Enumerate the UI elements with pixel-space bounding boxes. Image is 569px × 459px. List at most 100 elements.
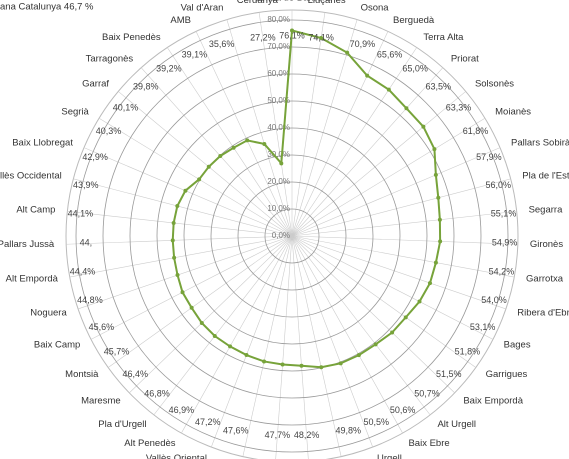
point: [199, 320, 204, 325]
category-label: Alt Empordà: [6, 274, 59, 285]
point: [427, 281, 432, 286]
category-label: Terra Alta: [423, 32, 464, 43]
value-label: 49,8%: [335, 426, 361, 436]
spoke: [258, 12, 293, 237]
point: [338, 361, 343, 366]
category-label: Moianès: [495, 107, 531, 118]
value-label: 45,7%: [104, 347, 130, 357]
value-label: 54,9%: [492, 238, 518, 248]
grid-ring: [129, 73, 455, 399]
spoke: [291, 178, 511, 237]
spoke: [291, 91, 466, 237]
value-label: 56,0%: [485, 180, 511, 190]
point: [170, 238, 175, 243]
category-label: Pallars Jussà: [0, 239, 55, 250]
point: [175, 273, 180, 278]
point: [244, 353, 249, 358]
category-label: Ribera d'Ebre: [517, 307, 569, 318]
spoke: [291, 235, 494, 340]
point: [403, 315, 408, 320]
spoke: [83, 147, 293, 237]
category-label: Baix Penedès: [102, 32, 161, 43]
spoke: [66, 235, 293, 245]
value-label: 39,1%: [182, 49, 208, 59]
spoke: [226, 19, 293, 237]
value-label: 54,2%: [489, 267, 515, 277]
spoke: [153, 235, 293, 416]
point: [417, 299, 422, 304]
category-label: Baix Empordà: [463, 396, 523, 407]
category-label: Maresme: [81, 396, 121, 407]
category-label: Tarragonès: [86, 53, 134, 64]
category-label: Garraf: [82, 78, 109, 89]
value-label: 46,9%: [169, 405, 195, 415]
value-label: 65,6%: [377, 49, 403, 59]
point: [404, 106, 409, 111]
value-label: 44,8%: [77, 295, 103, 305]
point: [386, 87, 391, 92]
spoke: [291, 235, 431, 416]
category-label: Conca de Barberà: [253, 0, 331, 4]
category-label: Solsonès: [475, 78, 514, 89]
spoke: [181, 235, 293, 434]
spoke: [69, 235, 293, 278]
value-label: 50,6%: [390, 405, 416, 415]
point: [365, 73, 370, 78]
point: [262, 141, 267, 146]
point: [356, 353, 361, 358]
point: [228, 344, 233, 349]
category-label: Pla de l'Estany: [522, 170, 569, 181]
value-label: 47,2%: [195, 417, 221, 427]
spoke: [291, 235, 342, 457]
value-label: 44,: [80, 238, 93, 248]
chart-title: ana Catalunya 46,7 %: [0, 2, 94, 13]
category-label: Noguera: [30, 307, 67, 318]
tick-label: 80,0%: [267, 15, 290, 24]
value-label: 55,1%: [491, 209, 517, 219]
spoke: [291, 235, 506, 310]
spoke: [291, 235, 374, 448]
category-label: Pallars Sobirà: [511, 137, 569, 148]
tick-label: 60,0%: [267, 69, 290, 78]
point: [373, 342, 378, 347]
category-label: Osona: [361, 3, 390, 14]
spoke: [291, 31, 389, 237]
category-label: Baix Camp: [34, 339, 80, 350]
point: [183, 188, 188, 193]
point: [218, 153, 223, 158]
value-label: 39,8%: [133, 81, 159, 91]
point: [433, 172, 438, 177]
spoke: [291, 67, 444, 237]
category-label: Lluçanès: [308, 0, 346, 6]
category-label: Montsià: [65, 369, 99, 380]
value-label: 53,1%: [470, 322, 496, 332]
point: [280, 362, 285, 367]
category-label: Segrià: [61, 107, 89, 118]
grid-ring: [264, 208, 320, 264]
spoke: [291, 235, 403, 434]
category-label: Alt Penedès: [124, 438, 175, 449]
value-label: 50,5%: [363, 417, 389, 427]
value-label: 27,2%: [250, 33, 276, 43]
point: [245, 138, 250, 143]
spoke: [291, 47, 417, 237]
spoke: [291, 210, 517, 237]
grid-ring: [102, 46, 482, 426]
value-label: 61,8%: [463, 126, 489, 136]
value-label: 46,4%: [122, 369, 148, 379]
value-label: 47,7%: [265, 430, 291, 440]
category-label: Segarra: [529, 204, 564, 215]
spoke: [90, 235, 293, 340]
point: [437, 217, 442, 222]
point: [421, 124, 426, 129]
series-line: [171, 29, 442, 369]
category-label: AMB: [170, 15, 191, 26]
value-label: 35,6%: [209, 39, 235, 49]
category-label: Urgell: [377, 453, 402, 459]
tick-label: 30,0%: [267, 150, 290, 159]
category-label: Val d'Aran: [181, 3, 224, 14]
point: [206, 164, 211, 169]
tick-label: 70,0%: [267, 42, 290, 51]
spoke: [291, 235, 515, 278]
tick-label: 0,0%: [272, 231, 290, 240]
